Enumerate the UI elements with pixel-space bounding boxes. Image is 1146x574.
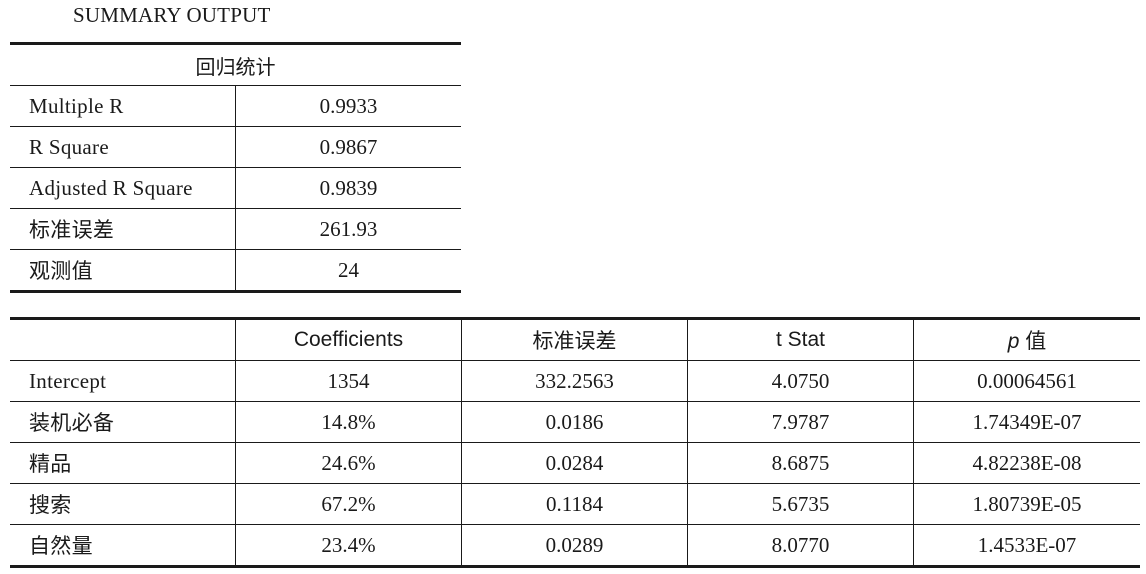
- coefficient-cell: 23.4%: [235, 524, 462, 567]
- stats-label: Multiple R: [10, 85, 236, 127]
- stats-label: R Square: [10, 126, 236, 168]
- p-value-cell: 1.74349E-07: [913, 401, 1140, 443]
- stats-row: 标准误差 261.93: [10, 208, 461, 250]
- p-value-cell: 0.00064561: [913, 360, 1140, 402]
- table-row: 装机必备 14.8% 0.0186 7.9787 1.74349E-07: [10, 401, 1140, 443]
- stats-value: 0.9839: [235, 167, 461, 209]
- table-row: 精品 24.6% 0.0284 8.6875 4.82238E-08: [10, 442, 1140, 484]
- t-stat-cell: 8.6875: [687, 442, 914, 484]
- stats-label: 观测值: [10, 249, 236, 292]
- p-header-suffix: 值: [1019, 330, 1047, 353]
- stats-row: Multiple R 0.9933: [10, 85, 461, 127]
- t-stat-cell: 7.9787: [687, 401, 914, 443]
- p-symbol: p: [1007, 330, 1020, 353]
- table-row: 搜索 67.2% 0.1184 5.6735 1.80739E-05: [10, 483, 1140, 525]
- stats-label: Adjusted R Square: [10, 167, 236, 209]
- stats-value: 261.93: [235, 208, 461, 250]
- stats-row: R Square 0.9867: [10, 126, 461, 168]
- row-label: 装机必备: [10, 401, 236, 443]
- regression-statistics-header: 回归统计: [10, 43, 461, 86]
- stats-value: 24: [338, 257, 359, 282]
- t-stat-cell: 8.0770: [687, 524, 914, 567]
- table-row: Intercept 1354 332.2563 4.0750 0.0006456…: [10, 360, 1140, 402]
- p-value-cell: 1.4533E-07: [977, 532, 1077, 557]
- t-stat-cell: 4.0750: [687, 360, 914, 402]
- coefficients-header-row: Coefficients 标准误差 t Stat p 值: [10, 318, 1140, 361]
- stats-value: 0.9867: [235, 126, 461, 168]
- regression-statistics-table: 回归统计 Multiple R 0.9933 R Square 0.9867 A…: [10, 42, 461, 293]
- coef-header-p-value: p 值: [913, 318, 1140, 361]
- coef-header-standard-error: 标准误差: [461, 318, 688, 361]
- coefficient-cell: 1354: [235, 360, 462, 402]
- coef-header-coefficients: Coefficients: [235, 318, 462, 361]
- table-row: 自然量 23.4% 0.0289 8.0770 1.4533E-07: [10, 524, 1140, 567]
- coefficients-table: Coefficients 标准误差 t Stat p 值 Intercept 1…: [10, 317, 1140, 568]
- row-label: 搜索: [10, 483, 236, 525]
- stats-value: 0.9933: [235, 85, 461, 127]
- standard-error-cell: 0.0186: [461, 401, 688, 443]
- standard-error-cell: 0.0289: [461, 524, 688, 567]
- standard-error-cell: 0.1184: [461, 483, 688, 525]
- stats-row: Adjusted R Square 0.9839: [10, 167, 461, 209]
- coefficient-cell: 24.6%: [235, 442, 462, 484]
- p-value-cell: 1.80739E-05: [913, 483, 1140, 525]
- stats-label: 标准误差: [10, 208, 236, 250]
- coefficient-cell: 14.8%: [235, 401, 462, 443]
- coefficient-cell: 67.2%: [235, 483, 462, 525]
- stats-row: 观测值 24: [10, 249, 461, 292]
- standard-error-cell: 0.0284: [461, 442, 688, 484]
- summary-output-title: SUMMARY OUTPUT: [73, 3, 271, 27]
- p-value-cell: 4.82238E-08: [913, 442, 1140, 484]
- standard-error-cell: 332.2563: [461, 360, 688, 402]
- coef-header-t-stat: t Stat: [687, 318, 914, 361]
- row-label: 自然量: [10, 524, 236, 567]
- regression-statistics-header-row: 回归统计: [10, 43, 461, 86]
- t-stat-cell: 5.6735: [687, 483, 914, 525]
- coef-header-blank: [10, 318, 236, 361]
- row-label: Intercept: [10, 360, 236, 402]
- row-label: 精品: [10, 442, 236, 484]
